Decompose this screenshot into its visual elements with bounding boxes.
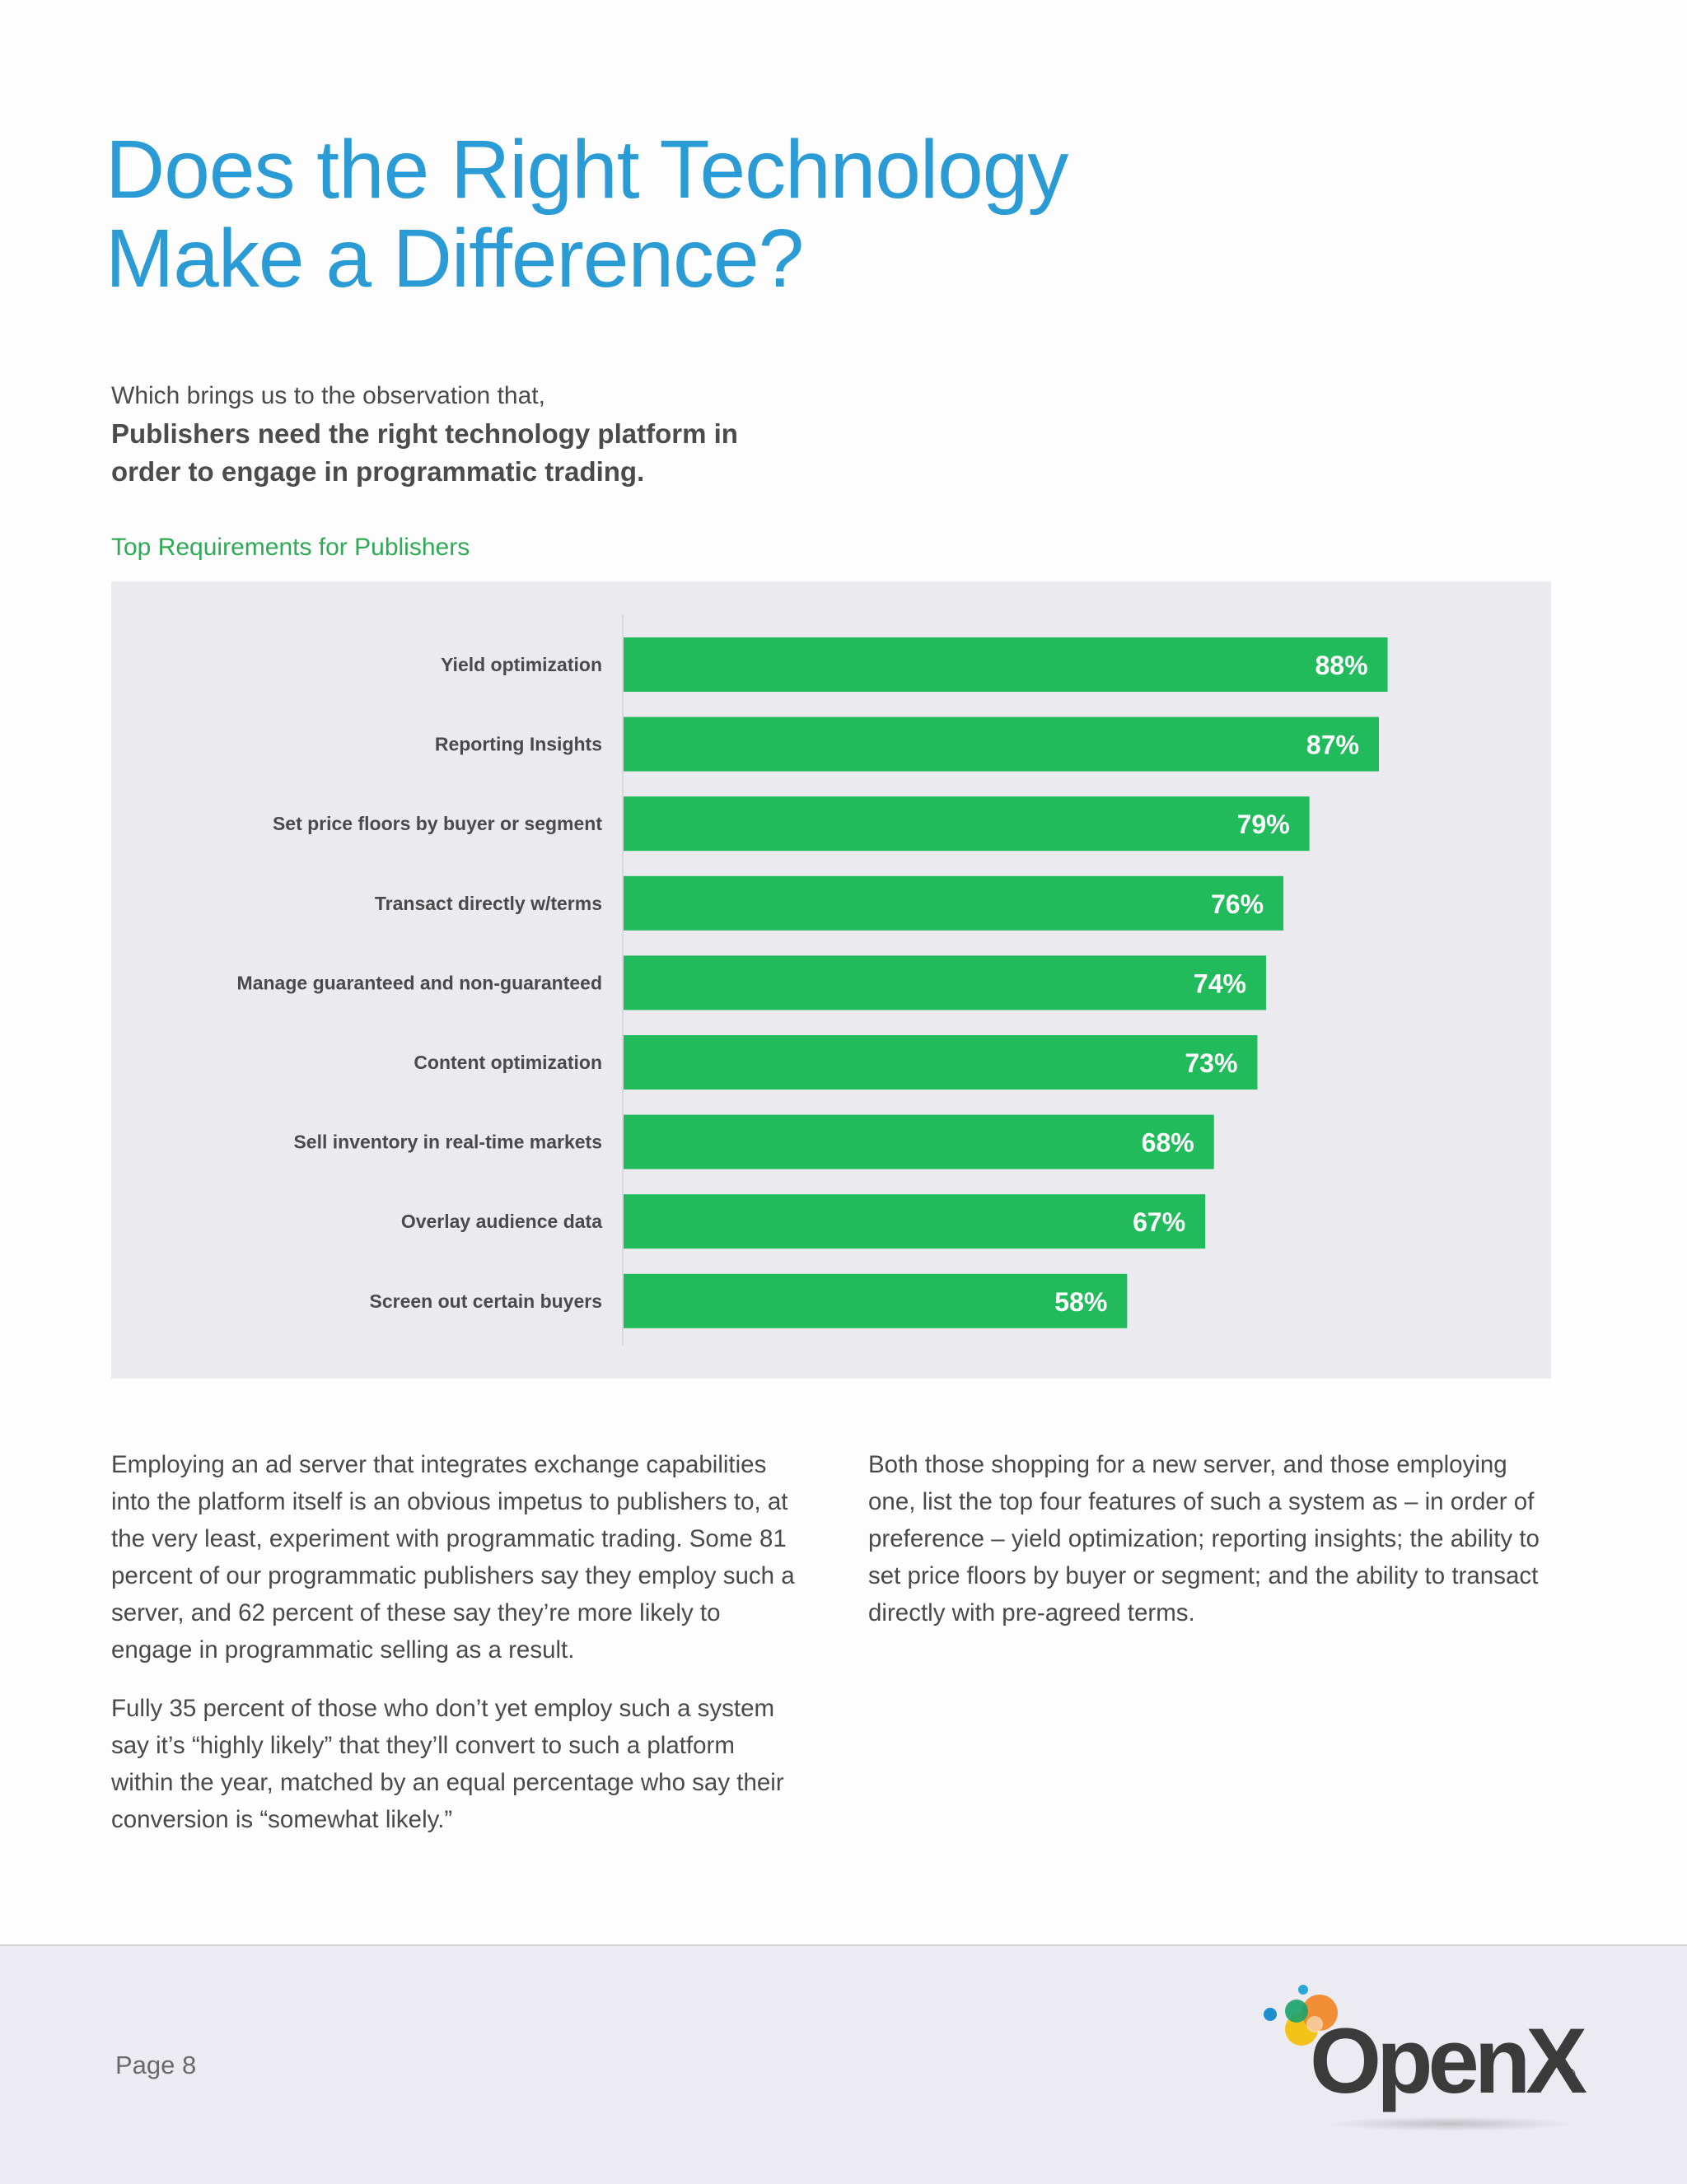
chart-bar — [624, 1114, 1214, 1169]
chart-value-label: 68% — [1142, 1128, 1194, 1158]
chart-bar — [624, 1035, 1258, 1090]
body-column-left: Employing an ad server that integrates e… — [111, 1446, 803, 1860]
chart-value-label: 88% — [1315, 651, 1367, 680]
chart-category-label: Screen out certain buyers — [370, 1290, 603, 1312]
chart-category-label: Transact directly w/terms — [375, 893, 602, 914]
body-column-right: Both those shopping for a new server, an… — [868, 1446, 1560, 1653]
chart-bar — [624, 1194, 1206, 1249]
chart-value-label: 76% — [1211, 889, 1264, 919]
intro-lead: Which brings us to the observation that, — [111, 382, 545, 409]
body-paragraph: Both those shopping for a new server, an… — [868, 1451, 1540, 1626]
chart-value-label: 74% — [1194, 968, 1246, 998]
chart-bar — [624, 1273, 1128, 1328]
openx-logo-wordmark: OpenX — [1310, 2009, 1587, 2112]
chart-category-label: Manage guaranteed and non-guaranteed — [237, 972, 602, 993]
chart-value-label: 58% — [1054, 1287, 1107, 1317]
chart-category-label: Yield optimization — [441, 654, 602, 675]
chart-value-label: 73% — [1185, 1048, 1237, 1078]
logo-shadow — [1326, 2116, 1573, 2131]
chart-category-label: Overlay audience data — [401, 1211, 602, 1232]
bar-chart-panel: Yield optimization 88% Reporting Insights 8… — [111, 581, 1551, 1379]
page-title: Does the Right Technology Make a Differe… — [105, 125, 1094, 303]
chart-value-label: 67% — [1133, 1207, 1185, 1237]
page-number: Page 8 — [115, 2051, 197, 2079]
chart-bar — [624, 875, 1284, 931]
chart-category-label: Content optimization — [414, 1052, 602, 1073]
bar-chart: Yield optimization 88% Reporting Insights 8… — [237, 614, 1388, 1346]
body-paragraph: Fully 35 percent of those who don’t yet … — [111, 1695, 784, 1833]
chart-bar — [624, 796, 1310, 852]
chart-category-label: Reporting Insights — [435, 734, 602, 755]
chart-value-label: 79% — [1237, 810, 1290, 839]
openx-logo-mark-icon — [1264, 1985, 1338, 2046]
chart-bar — [624, 637, 1388, 692]
chart-bar — [624, 716, 1379, 772]
page-footer — [0, 1944, 1687, 2184]
chart-category-label: Sell inventory in real-time markets — [293, 1132, 602, 1153]
registered-mark: ® — [1563, 2066, 1576, 2084]
intro-bold-line-2: order to engage in programmatic trading. — [111, 456, 645, 487]
body-paragraph: Employing an ad server that integrates e… — [111, 1451, 795, 1664]
page-title-line-1: Does the Right Technology — [105, 124, 1068, 216]
intro-bold-line-1: Publishers need the right technology pla… — [111, 418, 738, 449]
chart-category-label: Set price floors by buyer or segment — [273, 813, 602, 834]
chart-value-label: 87% — [1306, 730, 1359, 760]
chart-caption: Top Requirements for Publishers — [111, 534, 470, 561]
page-title-line-2: Make a Difference? — [105, 212, 804, 305]
chart-bar — [624, 955, 1266, 1010]
intro-block: Which brings us to the observation that,… — [111, 377, 787, 491]
